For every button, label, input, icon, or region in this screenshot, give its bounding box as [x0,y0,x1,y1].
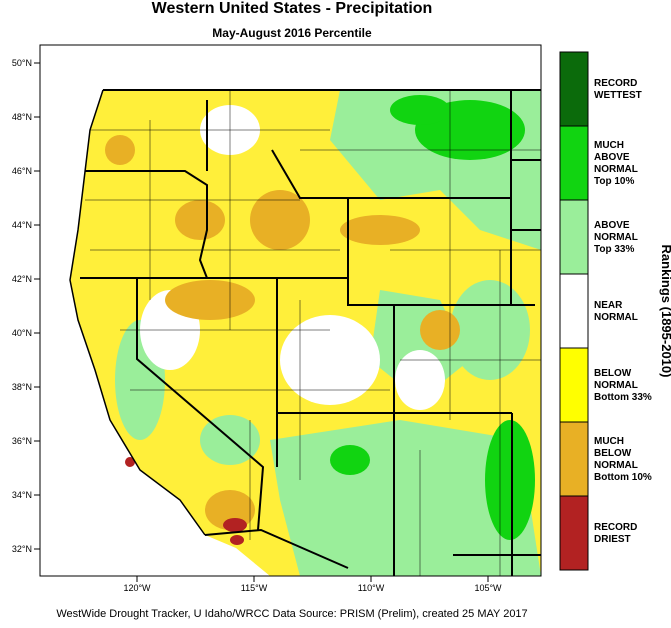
legend-label: Bottom 33% [594,392,652,403]
lat-label: 34°N [12,490,32,500]
legend-swatch [559,125,589,201]
legend-label: MUCH [594,436,624,447]
legend-label: NORMAL [594,380,638,391]
legend-label: DRIEST [594,534,631,545]
legend-label: BELOW [594,368,632,379]
legend-label: Top 10% [594,176,634,187]
legend-label: RECORD [594,522,637,533]
coastline [69,89,206,536]
lat-label: 32°N [12,544,32,554]
lat-label: 36°N [12,436,32,446]
legend-swatch [559,421,589,497]
legend-swatch [559,199,589,275]
lat-label: 38°N [12,382,32,392]
legend-swatch [559,495,589,571]
record-dry-areas [125,457,247,545]
lat-label: 42°N [12,274,32,284]
legend-label: BELOW [594,448,632,459]
legend-label: NORMAL [594,312,638,323]
legend-title: Rankings (1895-2010) [659,245,671,378]
lon-label: 110°W [358,583,385,593]
map-frame [39,44,542,577]
legend-label: WETTEST [594,90,642,101]
lat-label: 46°N [12,166,32,176]
lon-label: 120°W [123,583,151,593]
subtitle: May-August 2016 Percentile [212,26,372,40]
footer: WestWide Drought Tracker, U Idaho/WRCC D… [56,608,527,620]
legend-swatch [559,273,589,349]
legend-swatch [559,51,589,127]
legend-label: RECORD [594,78,637,89]
much-wet-areas [330,95,535,540]
legend-label: NORMAL [594,460,638,471]
lat-label: 44°N [12,220,32,230]
lat-label: 40°N [12,328,32,338]
legend-swatch [559,347,589,423]
legend-label: MUCH [594,140,624,151]
longitude-axis: 120°W 115°W 110°W 105°W [123,576,502,593]
legend-label: NORMAL [594,164,638,175]
legend-label: ABOVE [594,152,630,163]
title: Western United States - Precipitation [152,0,433,17]
lon-label: 105°W [474,583,502,593]
lat-label: 48°N [12,112,32,122]
lat-label: 50°N [12,58,32,68]
lon-label: 115°W [241,583,268,593]
legend-label: NEAR [594,300,623,311]
latitude-axis: 50°N 48°N 46°N 44°N 42°N 40°N 38°N 36°N 34°N 32°N [12,58,40,554]
legend-label: NORMAL [594,232,638,243]
legend-label: Top 33% [594,244,634,255]
state-borders [80,89,541,576]
legend-label: ABOVE [594,220,630,231]
county-lines [85,90,541,576]
map [39,44,542,577]
legend-label: Bottom 10% [594,472,652,483]
much-dry-areas [105,135,460,530]
